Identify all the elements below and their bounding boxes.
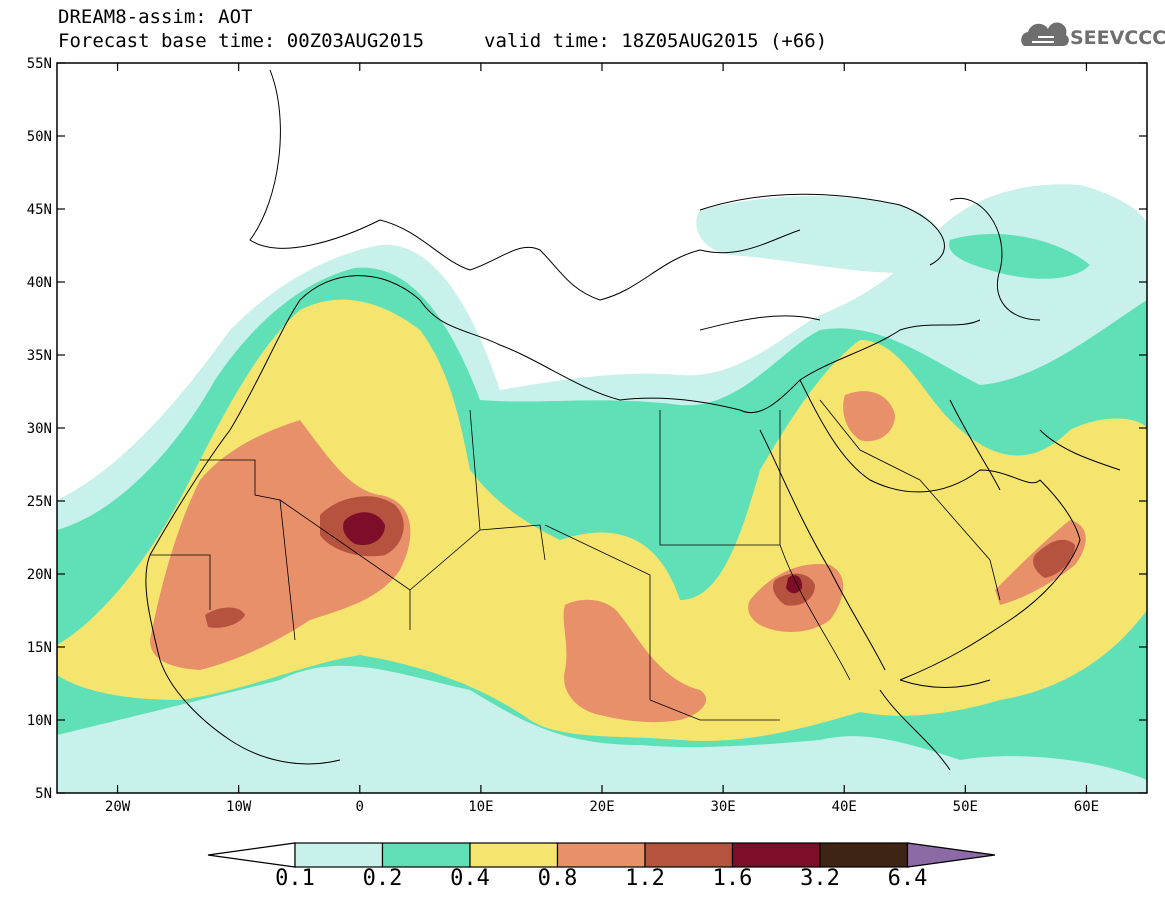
colorbar-label: 6.4 [887,866,928,891]
lat-tick-label: 5N [35,786,52,802]
colorbar-label: 0.2 [362,866,403,891]
logo-text: SEEVCCC [1070,27,1165,49]
aot-band-0-1-north [696,195,945,273]
aot-band-0-8-iraq [843,391,895,442]
colorbar-segment [556,842,646,868]
lon-tick-label: 20W [105,799,131,815]
colorbar-high-arrow [906,842,996,868]
lon-tick-label: 20E [589,799,614,815]
colorbar-label: 0.1 [275,866,315,891]
lat-tick-label: 10N [27,713,52,729]
colorbar-segment [294,842,384,868]
aot-field [57,69,1147,793]
aot-band-1-2-oman [1033,539,1075,578]
lat-tick-label: 50N [27,129,52,145]
lon-tick-label: 50E [953,799,978,815]
lat-tick-label: 45N [27,202,52,218]
coastlines [145,69,1121,771]
colorbar-low-arrow [207,842,296,868]
forecast-base-time: Forecast base time: 00Z03AUG2015 [58,30,425,52]
aot-band-1-6 [343,512,385,546]
valid-time: valid time: 18Z05AUG2015 (+66) [484,30,828,52]
seevccc-logo [1021,22,1069,46]
lat-tick-label: 25N [27,494,52,510]
aot-band-1-6-sudan [786,575,803,594]
aot-band-0-8-sahel [563,599,707,723]
colorbar-segment [469,842,559,868]
colorbar-label: 3.2 [800,866,840,891]
lon-tick-label: 40E [832,799,857,815]
colorbar-label: 0.4 [450,866,490,891]
lat-tick-label: 20N [27,567,52,583]
lat-tick-label: 35N [27,348,52,364]
lon-tick-label: 10W [226,799,252,815]
lon-tick-label: 0 [356,799,364,815]
colorbar [207,842,996,868]
aot-band-1-2-mali [205,607,245,628]
lat-tick-label: 40N [27,275,52,291]
lon-tick-label: 30E [710,799,735,815]
colorbar-label: 1.2 [625,866,665,891]
lat-tick-label: 15N [27,640,52,656]
aot-band-0-2-caspian [949,234,1090,279]
colorbar-label: 1.6 [712,866,753,891]
colorbar-segment [644,842,734,868]
lon-axis: 20W 10W 0 10E 20E 30E 40E 50E 60E [105,63,1099,815]
colorbar-segment [731,842,821,868]
colorbar-segment [381,842,471,868]
colorbar-segment [819,842,909,868]
lat-tick-label: 30N [27,421,52,437]
lat-axis: 55N 50N 45N 40N 35N 30N 25N 20N 15N 10N 5N [27,56,1147,802]
aot-band-0-8 [150,420,411,670]
lon-tick-label: 60E [1074,799,1099,815]
lon-tick-label: 10E [468,799,493,815]
lat-tick-label: 55N [27,56,52,72]
country-borders [150,399,1001,721]
map-title: DREAM8-assim: AOT [58,6,253,28]
colorbar-label: 0.8 [537,866,578,891]
